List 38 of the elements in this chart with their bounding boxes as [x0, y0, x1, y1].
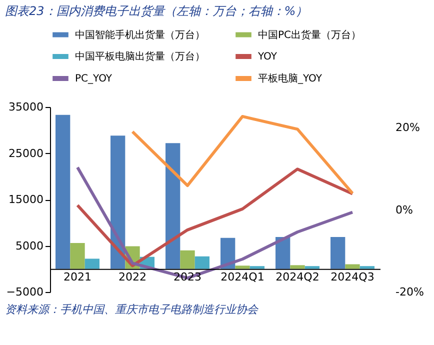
bar	[330, 236, 346, 269]
bar	[290, 265, 305, 269]
bar	[304, 266, 320, 269]
y-tick-label: −5000	[6, 286, 44, 298]
chart-title: 图表23：国内消费电子出货量（左轴：万台；右轴：%）	[5, 4, 308, 18]
bar	[56, 114, 70, 269]
text: 资料来源：手机中国、重庆市电子电路制造行业协会	[5, 303, 259, 316]
legend-label: 中国平板电脑出货量（万台）	[75, 50, 205, 62]
bar	[345, 264, 360, 269]
bar	[166, 143, 180, 269]
y-tick-label: 5000	[16, 239, 44, 252]
legend-label: 中国智能手机出货量（万台）	[75, 28, 205, 41]
y2-tick-label: -20%	[396, 286, 424, 298]
legend-label: PC_YOY	[75, 74, 113, 84]
bar	[70, 242, 85, 269]
bar	[110, 136, 126, 269]
bar	[194, 256, 210, 269]
y-tick-label: 35000	[8, 100, 44, 114]
x-tick-label: 2024Q1	[220, 270, 264, 284]
bar	[180, 250, 195, 269]
x-tick-label: 2024Q3	[330, 270, 374, 284]
legend-label: 平板电脑_YOY	[258, 72, 323, 84]
bar	[276, 236, 290, 269]
bar	[250, 266, 264, 269]
y2-tick-label: 20%	[396, 121, 420, 134]
y2-tick-label: 0%	[396, 203, 413, 216]
y-tick-label: 25000	[8, 146, 44, 160]
x-tick-label: 2023	[174, 270, 202, 284]
bar	[84, 258, 100, 269]
x-tick-label: 2021	[64, 270, 92, 284]
y-tick-label: 15000	[8, 193, 44, 206]
bar	[360, 266, 374, 269]
legend-label: 中国PC出货量（万台）	[258, 28, 362, 41]
x-tick-label: 2024Q2	[276, 270, 320, 284]
x-tick-label: 2022	[118, 270, 146, 284]
line-series	[131, 114, 354, 195]
legend-label: YOY	[257, 52, 278, 62]
bar	[235, 266, 250, 269]
